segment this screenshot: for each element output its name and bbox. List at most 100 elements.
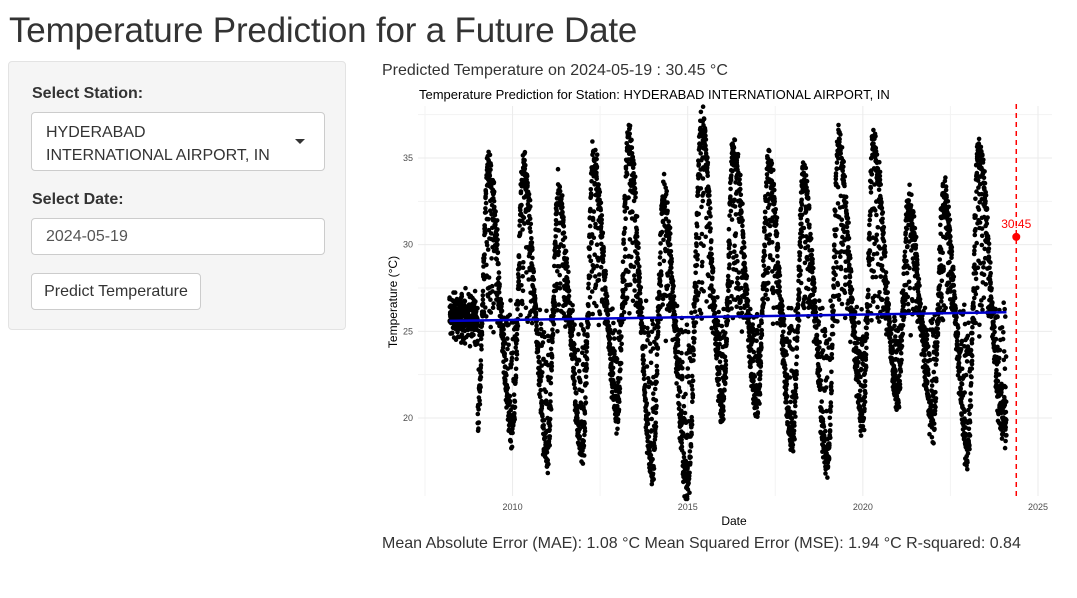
observation-point [863,357,869,363]
observation-point [597,311,603,317]
observation-point [632,186,638,191]
observation-point [603,271,608,277]
observation-point [689,422,695,427]
observation-point [548,346,554,352]
observation-point [518,312,523,318]
observation-point [733,231,739,236]
observation-point [886,302,891,308]
observation-point [805,196,811,201]
observation-point [592,252,597,257]
observation-point [708,214,713,219]
observation-point [540,413,545,419]
observation-point [798,268,803,273]
observation-point [882,243,888,249]
observation-point [614,356,620,362]
observation-point [645,417,651,422]
observation-point [465,332,471,338]
observation-point [826,456,832,462]
observation-point [723,362,729,368]
observation-point [834,166,840,172]
observation-point [663,338,669,344]
observation-point [833,171,839,176]
observation-point [881,230,886,236]
observation-point [496,270,502,275]
observation-point [871,299,876,304]
observation-point [683,391,688,397]
observation-point [674,303,680,309]
observation-point [634,234,640,239]
observation-point [580,461,586,466]
observation-point [686,343,692,348]
observation-point [816,319,822,325]
observation-point [475,338,480,344]
observation-point [627,311,632,316]
station-select[interactable]: HYDERABAD INTERNATIONAL AIRPORT, IN [31,112,325,171]
observation-point [508,439,514,444]
observation-point [825,464,831,469]
observation-point [633,195,638,200]
observation-point [905,294,911,300]
observation-point [680,375,685,380]
observation-point [572,342,577,347]
observation-point [496,290,502,295]
observation-point [647,341,653,347]
observation-point [817,345,822,350]
observation-point [477,401,483,407]
observation-point [691,348,696,353]
observation-point [588,274,593,279]
observation-point [757,376,763,382]
observation-point [538,387,543,393]
observation-point [666,219,671,224]
observation-point [661,258,667,264]
observation-point [810,256,815,262]
observation-point [781,329,786,335]
observation-point [483,305,488,310]
observation-point [783,387,789,392]
observation-point [582,421,587,426]
observation-point [813,309,819,315]
observation-point [529,320,535,326]
observation-point [637,290,643,296]
observation-point [517,230,523,236]
observation-point [790,442,796,448]
observation-point [838,266,844,272]
observation-point [763,218,769,223]
observation-point [555,166,561,172]
observation-point [735,164,740,169]
observation-point [623,166,629,171]
observation-point [846,220,851,225]
observation-point [549,364,555,369]
observation-point [797,250,803,256]
observation-point [501,323,506,328]
observation-point [791,428,797,434]
chevron-down-icon[interactable] [295,139,305,144]
observation-point [874,251,880,256]
observation-point [566,293,572,299]
observation-point [830,331,836,337]
observation-point [736,270,742,275]
observation-point [665,273,671,278]
date-input[interactable] [31,218,325,255]
observation-point [856,320,861,325]
observation-point [708,206,713,211]
predict-temperature-button[interactable]: Predict Temperature [31,273,201,310]
observation-point [616,407,622,413]
observation-point [729,293,734,299]
observation-point [909,192,914,197]
observation-point [621,240,626,245]
observation-point [507,393,513,399]
observation-point [840,242,846,247]
observation-point [751,378,756,384]
observation-point [700,198,706,204]
observation-point [630,165,636,170]
observation-point [720,412,725,418]
observation-point [667,308,672,313]
observation-point [692,329,697,334]
observation-point [673,318,679,324]
observation-point [689,310,694,315]
observation-point [624,205,630,211]
observation-point [520,274,525,279]
observation-point [837,136,842,142]
observation-point [883,270,889,275]
observation-point [770,257,776,263]
